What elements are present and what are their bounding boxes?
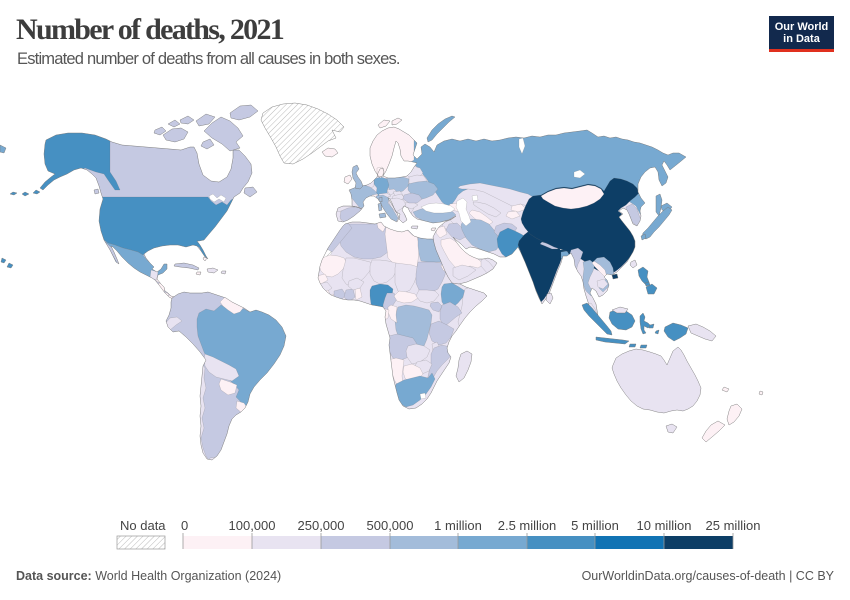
svg-text:100,000: 100,000 [229,518,276,533]
svg-text:No data: No data [120,518,166,533]
svg-text:2.5 million: 2.5 million [498,518,557,533]
svg-text:500,000: 500,000 [367,518,414,533]
svg-text:10 million: 10 million [637,518,692,533]
svg-text:25 million: 25 million [706,518,761,533]
svg-text:0: 0 [181,518,188,533]
svg-text:1 million: 1 million [434,518,482,533]
svg-text:5 million: 5 million [571,518,619,533]
svg-text:250,000: 250,000 [298,518,345,533]
